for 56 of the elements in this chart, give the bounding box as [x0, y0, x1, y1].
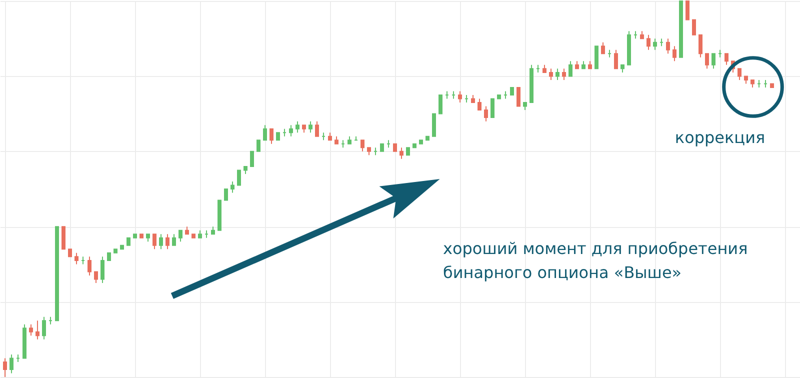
candlestick — [263, 124, 267, 141]
candlestick — [360, 140, 364, 152]
candlestick — [62, 226, 66, 250]
candlestick — [712, 53, 716, 70]
candlestick — [224, 188, 228, 201]
candlestick — [256, 140, 260, 152]
candlestick — [296, 120, 300, 134]
candlestick — [42, 316, 46, 340]
candlestick — [653, 38, 657, 50]
candlestick — [490, 98, 494, 118]
candlestick — [29, 324, 33, 336]
candlestick — [458, 90, 462, 104]
candlestick — [601, 42, 605, 54]
candlestick — [178, 230, 182, 242]
candlestick — [594, 46, 598, 70]
annotation: бинарного опциона «Выше» — [443, 263, 682, 282]
candlestick — [88, 256, 92, 276]
candlestick — [478, 98, 482, 111]
candlestick — [438, 94, 442, 114]
candlestick — [270, 128, 274, 144]
candlestick — [738, 68, 742, 80]
candlestick — [556, 68, 560, 80]
candlestick — [516, 86, 520, 107]
candlestick — [3, 358, 7, 378]
candlestick — [484, 106, 488, 122]
candlestick — [74, 252, 78, 265]
candlestick — [315, 120, 319, 137]
candlestick — [400, 147, 404, 160]
candlestick — [159, 234, 163, 250]
candlestick — [289, 124, 293, 137]
candlestick — [724, 53, 728, 66]
candlestick — [36, 320, 40, 340]
annotation: хороший момент для приобретения — [443, 239, 748, 258]
candlestick — [237, 170, 241, 186]
annotation: коррекция — [674, 128, 766, 147]
candlestick — [172, 234, 176, 246]
candlestick — [698, 34, 702, 58]
candlestick — [432, 113, 436, 137]
candlestick — [250, 150, 254, 167]
candlestick — [692, 19, 696, 36]
candlestick — [230, 180, 234, 194]
candlestick — [94, 271, 98, 284]
candlestick — [10, 354, 14, 374]
candlestick — [562, 68, 566, 80]
candlestick — [152, 234, 156, 250]
candlestick — [549, 68, 553, 80]
candlestick — [705, 53, 709, 70]
candlestick — [100, 256, 104, 284]
candlestick — [614, 49, 618, 70]
candlestick — [308, 120, 312, 134]
candlestick — [568, 60, 572, 77]
candlestick — [686, 0, 690, 20]
candlestick — [666, 38, 670, 54]
candlestick — [672, 46, 676, 62]
candlestick — [646, 34, 650, 50]
candlestick — [166, 234, 170, 250]
